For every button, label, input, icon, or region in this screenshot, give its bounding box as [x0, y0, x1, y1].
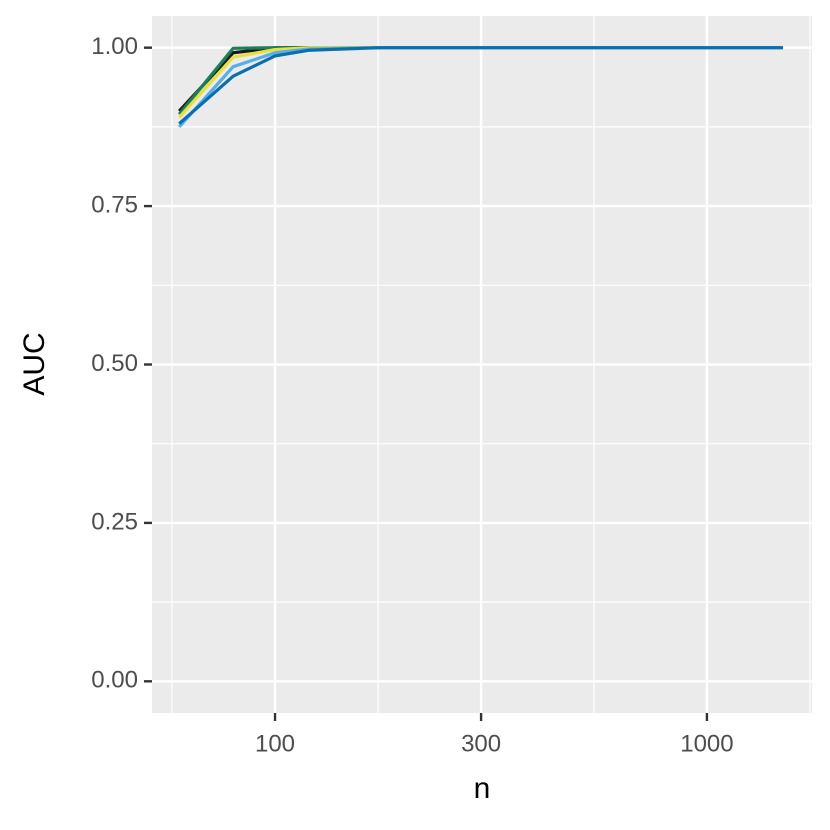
x-axis-title: n — [474, 772, 491, 805]
line-series — [178, 46, 783, 125]
y-tick-label: 0.50 — [91, 350, 138, 377]
y-axis-title: AUC — [18, 332, 51, 395]
y-tick-label: 0.00 — [91, 667, 138, 694]
x-tick-label: 1000 — [680, 730, 733, 757]
y-tick-label: 1.00 — [91, 33, 138, 60]
x-tick-label: 100 — [255, 730, 295, 757]
y-tick-label: 0.25 — [91, 508, 138, 535]
x-tick-label: 300 — [461, 730, 501, 757]
y-tick-label: 0.75 — [91, 191, 138, 218]
